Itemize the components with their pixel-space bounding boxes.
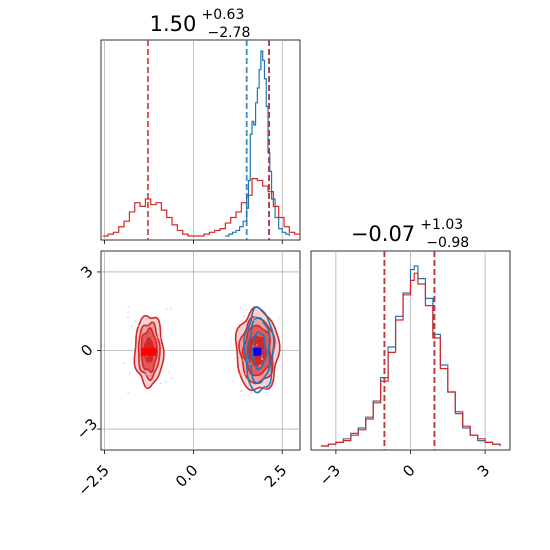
joint-sample-point (255, 344, 258, 346)
joint-sample-point (244, 373, 247, 375)
joint-sample-point (252, 345, 255, 347)
joint-sample-point (243, 315, 246, 318)
marginal-param1-axes: 1.50 +0.63 −2.78 (100, 4, 301, 244)
joint-sample-point (279, 365, 281, 367)
joint-sample-point (127, 305, 130, 308)
joint-sample-point (261, 358, 264, 361)
joint-sample-point (123, 362, 126, 364)
series-b-histogram-param2 (320, 272, 501, 447)
joint-sample-point (258, 364, 261, 367)
marginal-param1-series (102, 50, 301, 237)
joint-sample-point (259, 391, 261, 394)
joint-sample-point (134, 320, 137, 322)
marginal-param1-title: 1.50 +0.63 −2.78 (150, 4, 251, 41)
x-tick-label: 2.5 (261, 461, 291, 491)
joint-contours (123, 305, 281, 395)
series-a-contour (243, 306, 275, 394)
joint-sample-point (238, 374, 241, 376)
marginal-param2-title: −0.07 +1.03 −0.98 (351, 214, 469, 251)
joint-sample-point (242, 359, 245, 361)
joint-sample-point (245, 325, 247, 328)
y-tick-label: 0 (77, 341, 96, 360)
joint-sample-point (156, 369, 159, 371)
joint-sample-point (233, 357, 236, 360)
marginal-param1-frame (100, 39, 301, 241)
x-tick-label: 0 (399, 461, 418, 480)
joint-markers (141, 347, 262, 356)
x-tick-label: 0.0 (172, 461, 202, 491)
joint-sample-point (265, 380, 267, 382)
series-a-histogram-param1 (225, 50, 290, 237)
marginal-param1-ticks (104, 240, 283, 244)
param2-title-value: −0.07 (351, 222, 415, 246)
joint-sample-point (148, 373, 150, 375)
joint-sample-point (237, 354, 240, 357)
joint-sample-point (165, 307, 168, 310)
marginal-param2-quantile-lines (383, 251, 436, 450)
joint-sample-point (160, 382, 162, 385)
marginal-param2-series (320, 265, 501, 447)
joint-sample-point (277, 317, 280, 320)
joint-sample-point (165, 381, 167, 383)
param1-title-plus: +0.63 (201, 7, 244, 23)
joint-sample-point (158, 331, 161, 334)
series-b-histogram-param1 (102, 178, 301, 237)
joint-sample-point (240, 306, 242, 309)
joint-marker-b (148, 347, 157, 356)
joint-sample-point (145, 386, 148, 388)
joint-sample-point (253, 319, 256, 322)
joint-sample-point (157, 336, 159, 339)
marginal-param1-quantile-lines (147, 40, 270, 240)
param2-title-minus: −0.98 (426, 235, 469, 251)
joint-sample-point (139, 362, 142, 365)
joint-sample-point (169, 307, 172, 310)
joint-sample-point (258, 320, 261, 322)
joint-sample-point (167, 370, 170, 373)
joint-sample-point (127, 311, 129, 314)
marginal-param2-ticks: −3 0 3 (316, 450, 493, 490)
joint-sample-point (239, 390, 242, 393)
joint-sample-point (128, 372, 131, 375)
marginal-param2-axes: −3 0 3 −0.07 +1.03 −0.98 (310, 214, 511, 490)
series-a-contour (246, 316, 271, 385)
joint-sample-point (264, 316, 267, 319)
marginal-param1-grid (104, 40, 283, 240)
joint-grid (101, 251, 300, 450)
joint-sample-point (244, 308, 247, 311)
joint-sample-point (170, 377, 173, 380)
joint-sample-point (232, 380, 235, 383)
joint-sample-point (137, 324, 140, 327)
joint-marker-a (253, 347, 262, 356)
joint-axes: −2.5 0.0 2.5 −3 0 3 (73, 250, 301, 500)
y-tick-label: −3 (73, 415, 101, 443)
joint-sample-point (249, 362, 251, 365)
joint-sample-point (254, 316, 257, 319)
param1-title-value: 1.50 (150, 12, 197, 36)
joint-sample-point (146, 373, 149, 375)
joint-sample-point (130, 325, 133, 328)
series-a-contour (251, 331, 267, 371)
joint-sample-point (127, 392, 130, 395)
joint-sample-point (127, 315, 129, 318)
joint-sample-point (237, 323, 240, 326)
joint-sample-point (157, 328, 160, 331)
joint-marker-b (141, 347, 150, 356)
x-tick-label: −3 (316, 461, 344, 489)
x-tick-label: −2.5 (74, 461, 112, 499)
joint-sample-point (264, 387, 267, 390)
param2-title-plus: +1.03 (420, 217, 463, 233)
joint-sample-point (160, 337, 163, 339)
y-tick-label: 3 (77, 262, 96, 281)
x-tick-label: 3 (474, 461, 493, 480)
param1-title-minus: −2.78 (207, 25, 250, 41)
